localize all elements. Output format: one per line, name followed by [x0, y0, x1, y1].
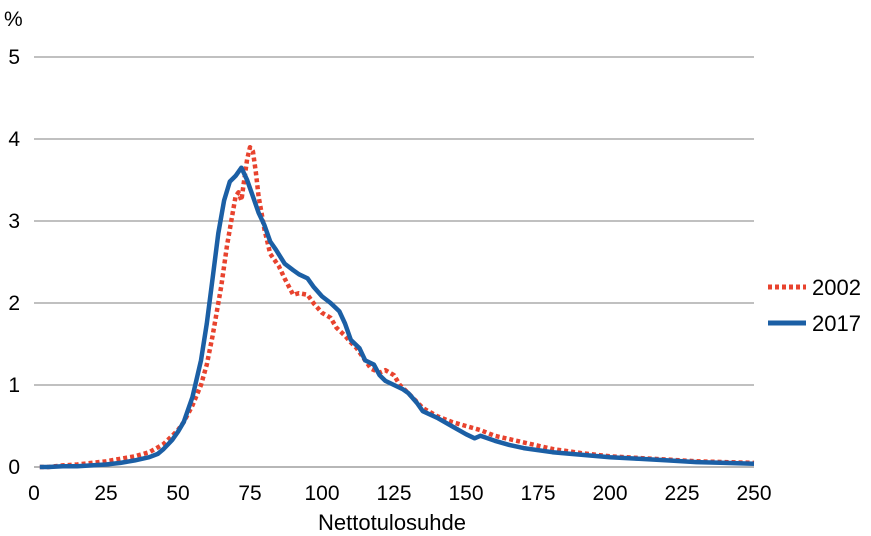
series-line-2002 — [39, 144, 755, 470]
y-tick-label: 2 — [8, 292, 20, 315]
x-tick-label: 100 — [304, 482, 339, 505]
y-tick-label: 1 — [8, 374, 20, 397]
x-tick-label: 225 — [664, 482, 699, 505]
y-axis-ticks: 0 1 2 3 4 5 — [8, 46, 20, 479]
x-axis-label: Nettotulosuhde — [318, 510, 466, 535]
series-line-2017 — [39, 165, 755, 470]
y-tick-label: 3 — [8, 210, 20, 233]
x-tick-label: 0 — [28, 482, 40, 505]
x-axis-ticks: 0 25 50 75 100 125 150 175 200 225 250 — [28, 482, 771, 505]
x-tick-label: 175 — [520, 482, 555, 505]
legend: 2002 2017 — [768, 275, 861, 336]
x-tick-label: 150 — [448, 482, 483, 505]
x-tick-label: 50 — [166, 482, 189, 505]
x-tick-label: 125 — [376, 482, 411, 505]
gridlines — [34, 56, 754, 468]
legend-label: 2017 — [812, 311, 861, 336]
series-lines — [39, 144, 755, 470]
y-axis-label: % — [4, 8, 23, 31]
y-tick-label: 4 — [8, 128, 20, 151]
x-tick-label: 250 — [736, 482, 771, 505]
x-tick-label: 200 — [592, 482, 627, 505]
x-tick-label: 75 — [238, 482, 261, 505]
y-tick-label: 0 — [8, 456, 20, 479]
y-tick-label: 5 — [8, 46, 20, 69]
legend-label: 2002 — [812, 275, 861, 300]
x-tick-label: 25 — [94, 482, 117, 505]
